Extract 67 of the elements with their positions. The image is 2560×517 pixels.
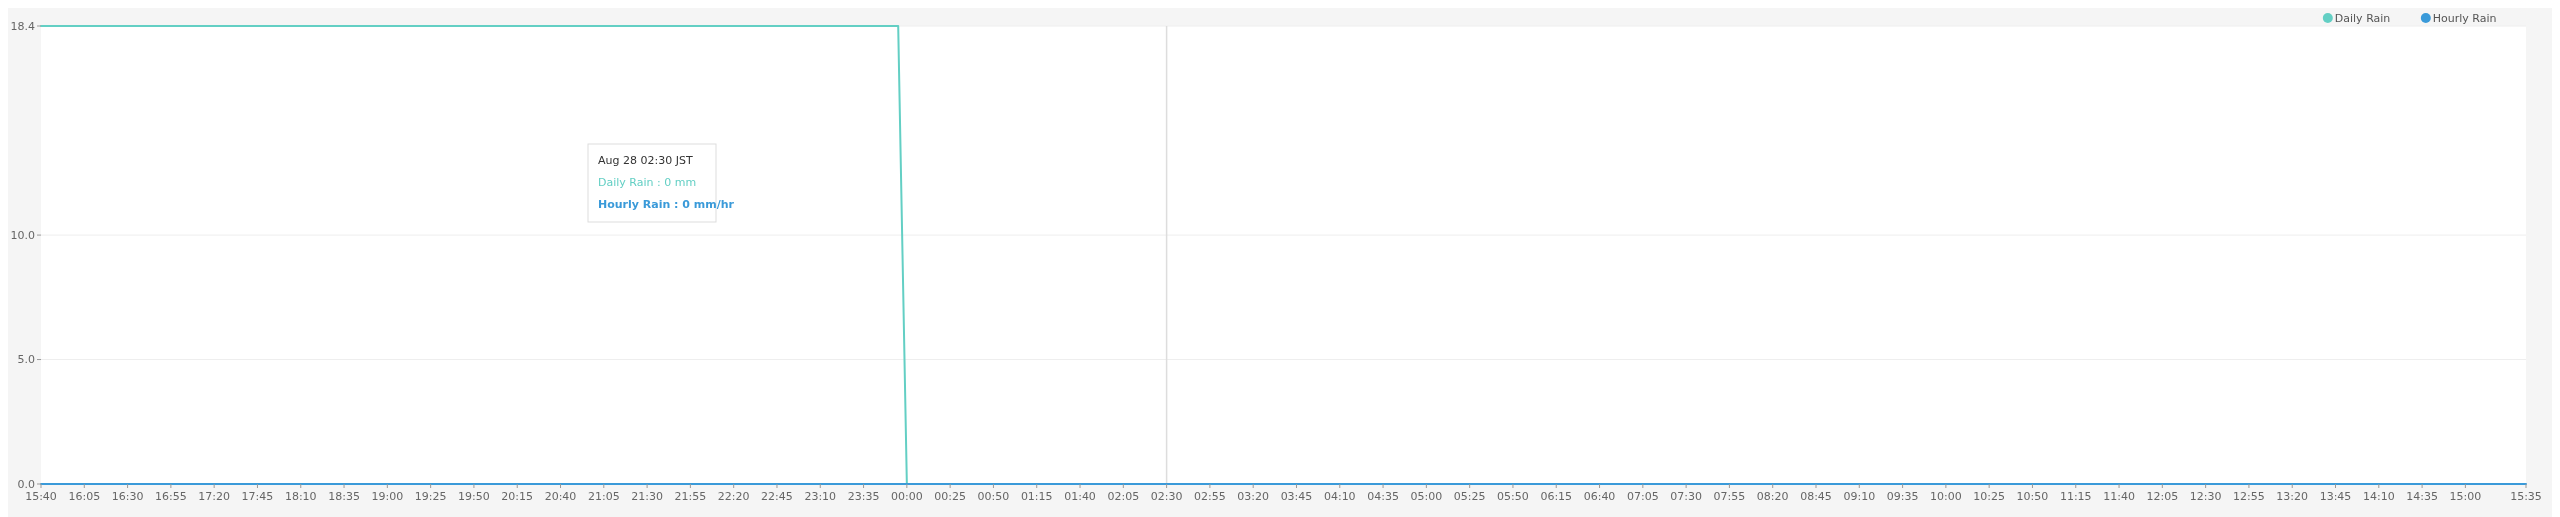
x-tick-label: 05:00 [1410, 490, 1443, 503]
x-tick-label: 05:25 [1453, 490, 1486, 503]
x-tick-label: 23:10 [804, 490, 837, 503]
x-tick-label: 16:55 [155, 490, 187, 503]
x-tick-label: 04:10 [1323, 490, 1356, 503]
x-tick-label: 23:35 [847, 490, 880, 503]
x-tick-label: 19:00 [371, 490, 404, 503]
x-tick-label: 17:45 [241, 490, 274, 503]
x-tick-label: 20:15 [501, 490, 534, 503]
x-tick-label: 06:40 [1583, 490, 1616, 503]
x-tick-label: 15:00 [2449, 490, 2482, 503]
y-tick-label: 18.4 [10, 19, 35, 33]
x-tick-label: 18:35 [328, 490, 360, 503]
x-tick-label: 13:45 [2319, 490, 2352, 503]
x-tick-label: 10:25 [1973, 490, 2006, 503]
x-tick-label: 22:45 [761, 490, 793, 503]
x-tick-label: 15:35 [2510, 490, 2542, 503]
x-tick-label: 10:50 [2016, 490, 2049, 503]
x-tick-label: 05:50 [1497, 490, 1529, 503]
x-tick-label: 00:25 [934, 490, 966, 503]
x-tick-label: 03:20 [1237, 490, 1270, 503]
annotation: Daily Rain : 0 mm [598, 176, 697, 189]
annotation: Aug 28 02:30 JST [598, 154, 693, 167]
x-tick-label: 07:30 [1670, 490, 1702, 503]
x-tick-label: 21:55 [674, 490, 707, 503]
x-tick-label: 11:15 [2059, 490, 2092, 503]
x-tick-label: 08:45 [1800, 490, 1832, 503]
x-tick-label: 10:00 [1930, 490, 1962, 503]
x-tick-label: 11:40 [2103, 490, 2135, 503]
x-tick-label: 06:15 [1540, 490, 1573, 503]
x-tick-label: 08:20 [1756, 490, 1789, 503]
x-tick-label: 16:30 [111, 490, 144, 503]
x-tick-label: 02:55 [1194, 490, 1226, 503]
x-tick-label: 12:30 [2189, 490, 2222, 503]
x-tick-label: 16:05 [68, 490, 101, 503]
y-tick-label: 0.0 [17, 477, 35, 491]
x-tick-label: 21:30 [631, 490, 663, 503]
x-tick-label: 02:05 [1107, 490, 1140, 503]
x-tick-label: 09:10 [1843, 490, 1876, 503]
x-tick-label: 01:15 [1020, 490, 1053, 503]
x-tick-label: 07:05 [1626, 490, 1659, 503]
x-tick-label: 07:55 [1713, 490, 1746, 503]
annotation: Hourly Rain : 0 mm/hr [598, 198, 735, 211]
x-tick-label: 17:20 [198, 490, 231, 503]
x-tick-label: 19:50 [458, 490, 490, 503]
x-tick-label: 18:10 [284, 490, 317, 503]
y-tick-label: 10.0 [10, 228, 35, 242]
x-tick-label: 12:05 [2146, 490, 2179, 503]
x-tick-label: 01:40 [1064, 490, 1096, 503]
x-tick-label: 15:40 [25, 490, 57, 503]
x-tick-label: 04:35 [1367, 490, 1399, 503]
legend-label: Daily Rain [2334, 11, 2391, 25]
x-tick-label: 00:50 [977, 490, 1010, 503]
x-tick-label: 02:30 [1150, 490, 1183, 503]
x-tick-label: 22:20 [717, 490, 750, 503]
x-tick-label: 00:00 [891, 490, 923, 503]
x-tick-label: 09:35 [1886, 490, 1919, 503]
legend-label: Hourly Rain [2432, 11, 2497, 25]
y-tick-label: 5.0 [17, 353, 35, 367]
x-tick-label: 12:55 [2233, 490, 2265, 503]
x-tick-label: 03:45 [1280, 490, 1313, 503]
x-tick-label: 20:40 [544, 490, 577, 503]
x-tick-label: 14:10 [2362, 490, 2395, 503]
x-tick-label: 13:20 [2276, 490, 2309, 503]
x-tick-label: 21:05 [587, 490, 620, 503]
x-tick-label: 14:35 [2406, 490, 2438, 503]
x-tick-label: 19:25 [414, 490, 447, 503]
